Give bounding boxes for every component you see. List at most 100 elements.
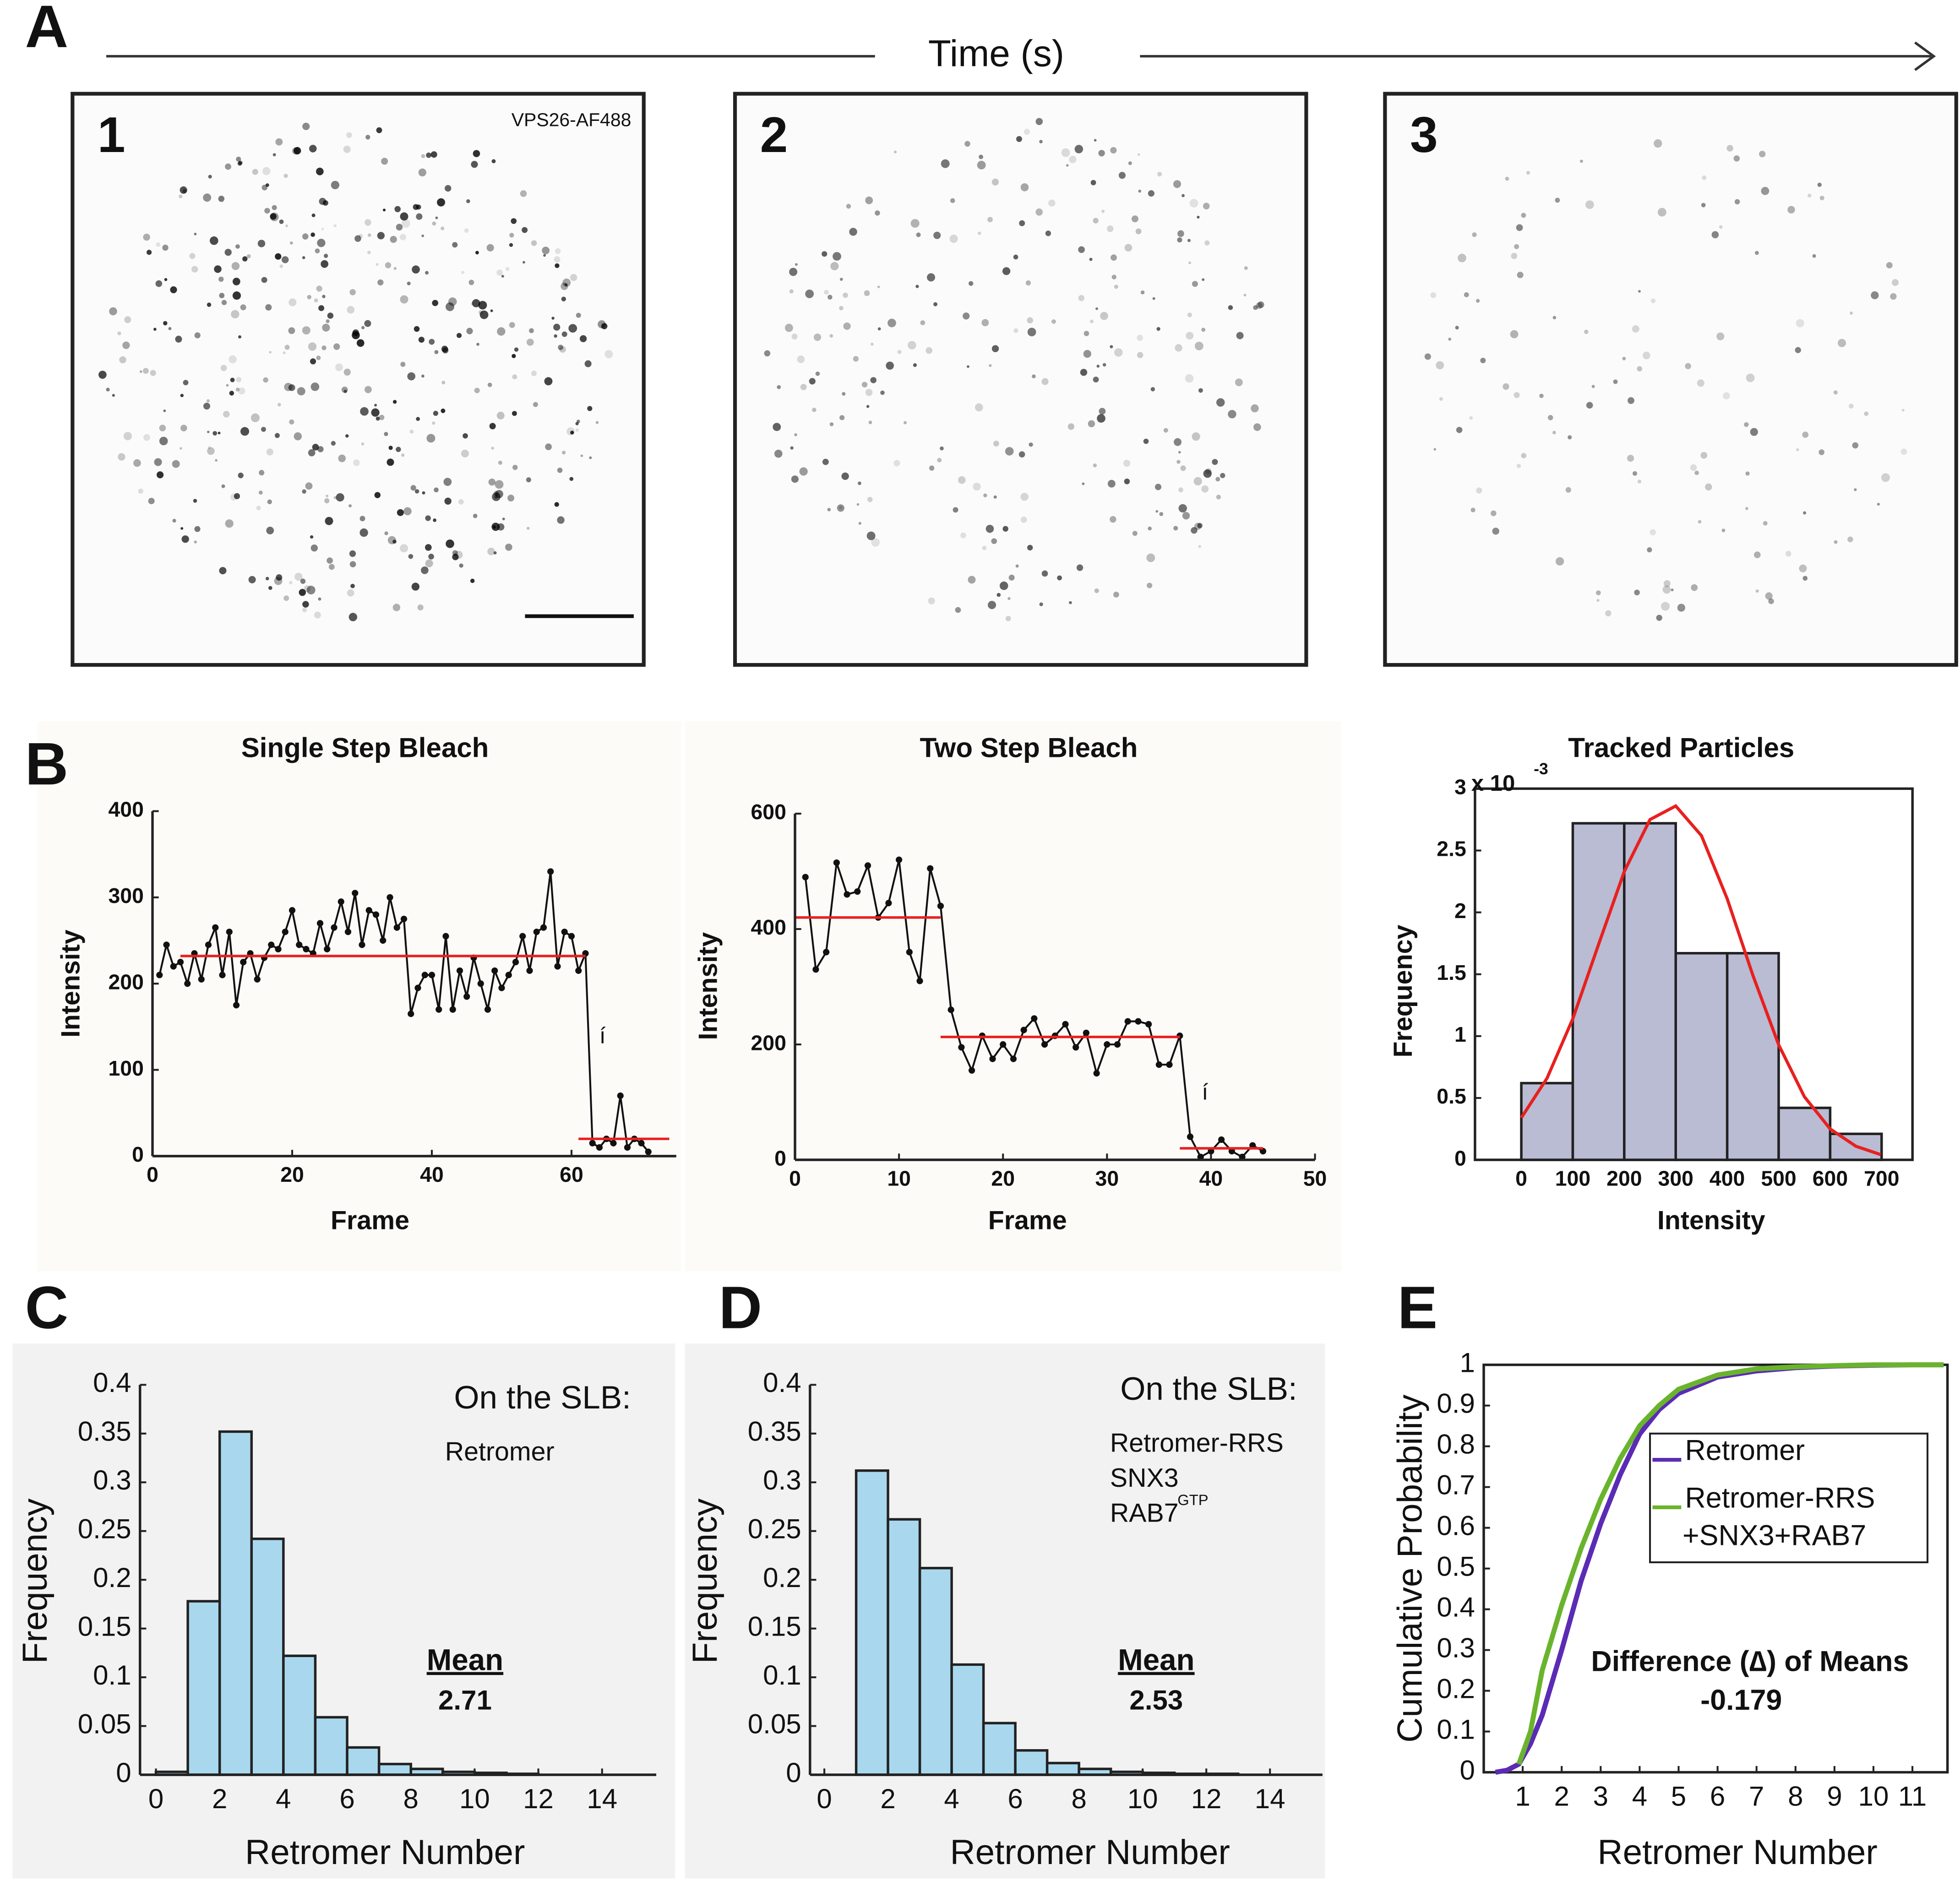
speckle	[991, 179, 999, 186]
y-tick-label: 0.1	[93, 1660, 131, 1691]
speckle	[433, 518, 436, 522]
speckle	[1448, 337, 1452, 341]
speckle	[1123, 460, 1131, 467]
speckle	[432, 421, 436, 425]
speckle	[347, 589, 354, 597]
speckle	[268, 586, 272, 590]
data-point	[554, 963, 561, 970]
speckle	[1892, 279, 1899, 286]
x-axis-label: Retromer Number	[1597, 1833, 1877, 1872]
image-number: 1	[98, 107, 125, 163]
y-tick-label: 1.5	[1437, 961, 1466, 984]
speckle	[557, 516, 565, 524]
speckle	[512, 411, 517, 416]
speckle	[302, 233, 309, 240]
speckle	[557, 468, 563, 473]
speckle	[365, 386, 372, 393]
speckle	[425, 559, 433, 567]
speckle	[1890, 293, 1897, 300]
speckle	[1181, 194, 1185, 197]
speckle	[960, 532, 966, 538]
data-point	[219, 972, 226, 979]
speckle	[880, 390, 885, 395]
data-point	[268, 941, 275, 948]
speckle	[1491, 510, 1497, 516]
data-point	[352, 890, 359, 897]
y-tick-label: 0.4	[93, 1367, 131, 1398]
speckle	[98, 370, 107, 379]
speckle	[1812, 254, 1816, 258]
y-axis-label: Intensity	[694, 932, 723, 1040]
speckle	[153, 327, 157, 331]
speckle	[1186, 332, 1194, 340]
speckle	[1114, 284, 1118, 289]
speckle	[221, 300, 227, 305]
speckle	[289, 581, 293, 585]
speckle	[1632, 471, 1638, 476]
speckle	[1613, 379, 1618, 384]
speckle	[148, 498, 155, 505]
speckle	[425, 271, 429, 275]
speckle	[1020, 516, 1027, 523]
speckle	[843, 292, 848, 298]
data-point	[456, 967, 463, 974]
speckle	[311, 213, 316, 217]
data-point	[802, 874, 809, 881]
speckle	[853, 356, 859, 362]
speckle	[1107, 479, 1116, 488]
speckle	[1178, 487, 1183, 493]
x-tick-label: 12	[1191, 1783, 1222, 1814]
speckle	[1185, 374, 1194, 383]
speckle	[246, 254, 251, 259]
speckle	[396, 223, 403, 231]
speckle	[1701, 203, 1706, 207]
speckle	[1024, 129, 1030, 135]
y-tick-label: 0.6	[1437, 1510, 1475, 1541]
speckle	[318, 597, 321, 601]
annotation: On the SLB:	[454, 1380, 631, 1416]
speckle	[343, 145, 351, 153]
speckle	[218, 277, 224, 282]
speckle	[491, 159, 496, 163]
speckle	[1220, 473, 1225, 478]
speckle	[468, 279, 474, 285]
data-point	[1124, 1018, 1131, 1025]
y-tick-label: 0.3	[1437, 1632, 1475, 1663]
panel-background	[685, 1343, 1325, 1879]
speckle	[562, 278, 571, 287]
histogram-bar	[982, 1722, 1017, 1776]
data-point	[198, 976, 205, 983]
speckle	[1745, 471, 1750, 476]
speckle	[1721, 528, 1726, 533]
speckle	[1803, 511, 1807, 515]
y-tick-label: 0.05	[78, 1708, 131, 1739]
x-tick-label: 12	[523, 1783, 554, 1814]
speckle	[401, 453, 405, 457]
speckle	[1785, 551, 1791, 557]
speckle	[505, 544, 512, 551]
speckle	[858, 481, 861, 485]
speckle	[235, 387, 240, 392]
speckle	[580, 454, 583, 457]
speckle	[189, 253, 196, 259]
speckle	[1834, 540, 1838, 544]
data-point	[442, 933, 449, 940]
speckle	[1698, 520, 1702, 524]
x-tick-label: 4	[944, 1783, 959, 1814]
speckle	[1066, 164, 1069, 167]
speckle	[1436, 361, 1444, 370]
speckle	[218, 431, 221, 435]
speckle	[841, 472, 849, 480]
data-point	[533, 929, 540, 935]
speckle	[531, 240, 537, 246]
speckle	[975, 403, 983, 412]
speckle	[466, 199, 470, 203]
speckle	[1854, 488, 1857, 491]
x-tick-label: 20	[991, 1166, 1015, 1190]
panel-background	[12, 1343, 675, 1879]
speckle	[968, 576, 976, 584]
data-point	[610, 1140, 617, 1147]
speckle	[219, 567, 227, 575]
speckle	[180, 394, 184, 397]
speckle	[421, 566, 429, 574]
